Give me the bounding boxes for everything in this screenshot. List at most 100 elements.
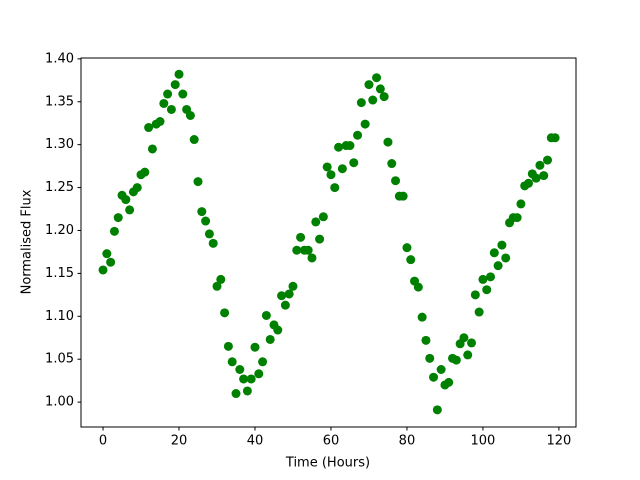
- y-axis-label: Normalised Flux: [20, 189, 35, 294]
- point: [501, 253, 511, 263]
- point: [322, 162, 332, 172]
- point: [197, 207, 207, 217]
- point: [246, 374, 256, 384]
- point: [261, 310, 271, 320]
- point: [402, 243, 412, 253]
- point: [345, 141, 355, 151]
- point: [140, 167, 150, 177]
- y-tick-label: 1.30: [45, 137, 74, 152]
- point: [478, 274, 488, 284]
- point: [212, 281, 222, 291]
- point: [121, 195, 131, 205]
- point: [391, 176, 401, 186]
- point: [524, 178, 534, 188]
- point: [539, 171, 549, 181]
- point: [334, 142, 344, 152]
- y-tick-label: 1.40: [45, 51, 74, 66]
- point: [284, 289, 294, 299]
- point: [406, 255, 416, 265]
- point: [467, 338, 477, 348]
- point: [429, 372, 439, 382]
- x-tick-label: 80: [399, 434, 416, 449]
- point: [543, 155, 553, 165]
- point: [258, 357, 268, 367]
- point: [170, 80, 180, 90]
- point: [387, 159, 397, 169]
- point: [235, 365, 245, 375]
- point: [208, 238, 218, 248]
- point: [223, 341, 233, 351]
- point: [265, 334, 275, 344]
- point: [486, 272, 496, 282]
- point: [193, 177, 203, 187]
- point: [189, 135, 199, 145]
- y-tick-label: 1.20: [45, 223, 74, 238]
- point: [516, 199, 526, 209]
- y-tick-label: 1.35: [45, 94, 74, 109]
- point: [98, 265, 108, 275]
- point: [147, 144, 157, 154]
- point: [163, 89, 173, 99]
- y-tick-label: 1.00: [45, 395, 74, 410]
- point: [155, 117, 165, 127]
- point: [239, 374, 249, 384]
- point: [144, 123, 154, 133]
- point: [432, 405, 442, 415]
- point: [242, 386, 252, 396]
- x-tick-label: 20: [171, 434, 188, 449]
- point: [398, 191, 408, 201]
- point: [318, 212, 328, 222]
- point: [349, 158, 359, 168]
- point: [159, 98, 169, 108]
- point: [444, 377, 454, 387]
- axes-frame: [80, 57, 577, 428]
- point: [113, 213, 123, 223]
- point: [277, 291, 287, 301]
- point: [497, 240, 507, 250]
- point: [353, 130, 363, 140]
- point: [201, 216, 211, 226]
- point: [535, 160, 545, 170]
- point: [326, 170, 336, 180]
- point: [356, 98, 366, 108]
- point: [470, 290, 480, 300]
- point: [482, 285, 492, 295]
- point: [364, 80, 374, 90]
- point: [174, 69, 184, 79]
- point: [531, 173, 541, 183]
- point: [106, 257, 116, 267]
- point: [372, 73, 382, 83]
- point: [166, 104, 176, 114]
- point: [315, 234, 325, 244]
- x-tick-label: 120: [546, 434, 571, 449]
- point: [360, 119, 370, 129]
- point: [311, 217, 321, 227]
- point: [216, 274, 226, 284]
- point: [178, 89, 188, 99]
- x-tick-label: 60: [323, 434, 340, 449]
- point: [280, 300, 290, 310]
- point: [550, 133, 560, 143]
- point: [417, 312, 427, 322]
- point: [254, 369, 264, 379]
- point: [337, 164, 347, 174]
- point: [296, 232, 306, 242]
- point: [303, 245, 313, 255]
- point: [375, 84, 385, 94]
- x-tick-label: 100: [471, 434, 496, 449]
- point: [102, 249, 112, 259]
- point: [493, 261, 503, 271]
- y-tick-label: 1.15: [45, 266, 74, 281]
- point: [307, 253, 317, 263]
- x-tick-label: 40: [247, 434, 264, 449]
- y-tick-label: 1.10: [45, 309, 74, 324]
- point: [379, 92, 389, 102]
- point: [125, 205, 135, 215]
- x-tick-label: 0: [99, 434, 107, 449]
- point: [330, 183, 340, 193]
- x-axis-label: Time (Hours): [285, 456, 370, 471]
- point: [459, 333, 469, 343]
- point: [250, 342, 260, 352]
